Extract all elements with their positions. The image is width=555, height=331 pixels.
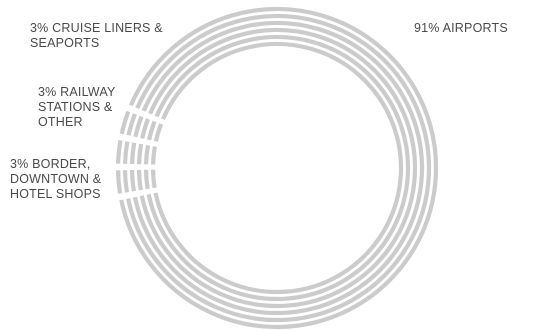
ring-slice-3-band-0 [150,169,157,189]
ring-slice-2-band-1 [143,144,151,165]
ring-slice-3-band-3 [129,169,136,192]
ring-slice-1-band-5 [119,110,131,135]
label-railway-line-2: STATIONS & [38,100,113,114]
ring-slice-1-band-2 [140,118,150,139]
label-airports: 91% AIRPORTS [414,21,508,36]
label-border-line-2: DOWNTOWN & [10,172,102,186]
ring-slice-0-band-5 [119,6,439,330]
label-railway: 3% RAILWAY STATIONS & OTHER [38,85,115,130]
ring-slice-0-band-2 [139,27,418,309]
ring-slice-2-band-3 [129,142,137,165]
ring-slice-0-band-3 [132,20,425,316]
ring-slice-3-band-4 [122,170,130,193]
label-railway-line-1: 3% RAILWAY [38,85,116,99]
ring-slice-3-band-5 [115,170,123,194]
ring-slice-2-band-5 [115,140,123,164]
ring-slice-0-band-0 [153,41,404,295]
label-border-line-1: 3% BORDER, [10,157,91,171]
ring-slice-1-band-0 [153,123,164,142]
ring-slice-1-band-3 [133,115,144,138]
ring-slice-3-band-1 [143,169,150,190]
label-railway-line-3: OTHER [38,115,83,129]
ring-slice-2-band-4 [122,141,130,164]
label-border: 3% BORDER, DOWNTOWN & HOTEL SHOPS [10,157,101,202]
label-airports-line-1: 91% AIRPORTS [414,21,508,35]
ring-slice-1-band-4 [126,113,137,136]
ring-slice-2-band-0 [150,146,157,165]
ring-slice-3-band-2 [136,169,143,191]
ring-slice-1-band-1 [147,120,157,141]
ring-slice-0-band-1 [146,34,411,302]
label-cruise-liners: 3% CRUISE LINERS & SEAPORTS [30,21,163,51]
label-border-line-3: HOTEL SHOPS [10,187,101,201]
label-cruise-liners-line-1: 3% CRUISE LINERS & [30,21,163,35]
label-cruise-liners-line-2: SEAPORTS [30,36,100,50]
ring-slice-2-band-2 [136,143,144,165]
ring-slice-0-band-4 [126,13,432,323]
